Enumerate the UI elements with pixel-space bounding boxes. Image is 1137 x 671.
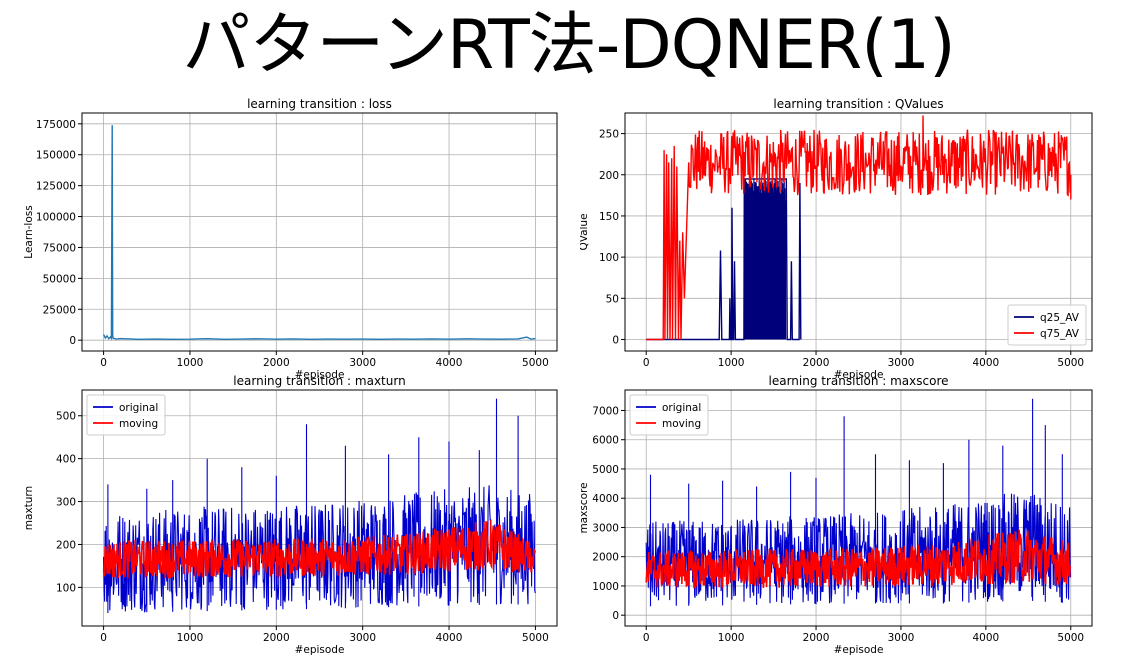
chart-loss: learning transition : loss 0 1000 2000 3000 4… <box>23 97 558 380</box>
y-tick-label: 7000 <box>592 405 619 417</box>
x-tick-label: 3000 <box>349 357 376 369</box>
grid-lines <box>82 113 557 351</box>
legend: original moving <box>86 394 166 436</box>
y-tick-label: 3000 <box>592 522 619 534</box>
legend-box <box>1007 304 1087 346</box>
x-tick-label: 5000 <box>1057 632 1084 644</box>
x-tick-label: 1000 <box>177 357 204 369</box>
y-tick-label: 50 <box>606 293 619 305</box>
series-line-original <box>645 398 1072 607</box>
y-tick-label: 100 <box>599 252 619 264</box>
x-tick-label: 1000 <box>718 357 745 369</box>
legend-label-moving: moving <box>662 418 701 430</box>
x-tick-label: 0 <box>643 632 650 644</box>
y-tick-label: 4000 <box>592 493 619 505</box>
x-tick-label: 2000 <box>803 632 830 644</box>
x-tick-label: 1000 <box>177 632 204 644</box>
y-tick-label: 150000 <box>36 150 76 162</box>
x-tick-label: 4000 <box>436 632 463 644</box>
x-tick-label: 4000 <box>972 632 999 644</box>
x-tick-label: 1000 <box>718 632 745 644</box>
x-tick-label: 5000 <box>522 632 549 644</box>
x-tick-label: 5000 <box>1057 357 1084 369</box>
y-tick-label: 100 <box>56 582 76 594</box>
y-tick-label: 125000 <box>36 181 76 193</box>
chart-title: learning transition : QValues <box>773 97 943 111</box>
y-tick-label: 0 <box>612 334 619 346</box>
y-tick-label: 0 <box>69 335 76 347</box>
chart-title: learning transition : maxturn <box>233 374 405 388</box>
series-line-moving <box>645 529 1072 590</box>
x-tick-label: 3000 <box>888 632 915 644</box>
series-line-original <box>103 398 536 613</box>
y-axis-label: maxturn <box>23 486 35 530</box>
x-tick-label: 0 <box>100 632 107 644</box>
plot-area <box>646 115 1072 341</box>
x-tick-label: 5000 <box>522 357 549 369</box>
plot-frame <box>81 389 558 627</box>
legend-label-q75_AV: q75_AV <box>1040 328 1080 340</box>
y-tick-label: 25000 <box>43 304 76 316</box>
series-line-moving <box>102 520 536 579</box>
y-tick-label: 2000 <box>592 552 619 564</box>
x-tick-label: 2000 <box>263 632 290 644</box>
y-tick-label: 400 <box>56 454 76 466</box>
x-tick-label: 2000 <box>803 357 830 369</box>
chart-title: learning transition : maxscore <box>769 374 949 388</box>
y-tick-label: 75000 <box>43 242 76 254</box>
y-axis-label: QValue <box>580 213 590 250</box>
x-tick-label: 0 <box>100 357 107 369</box>
plot-area <box>645 398 1072 607</box>
legend: q25_AV q75_AV <box>1007 304 1087 346</box>
legend-box <box>629 394 709 436</box>
x-tick-label: 4000 <box>972 357 999 369</box>
legend-label-original: original <box>119 402 158 414</box>
plot-area <box>102 398 536 613</box>
series-line-loss <box>102 125 536 341</box>
series-dense-q25 <box>744 178 787 340</box>
legend: original moving <box>629 394 709 436</box>
x-tick-label: 3000 <box>888 357 915 369</box>
plot-frame <box>624 389 1093 627</box>
y-tick-label: 1000 <box>592 581 619 593</box>
chart-maxturn: learning transition : maxturn 0 1000 2000 30… <box>23 374 558 656</box>
x-axis-label: #episode <box>834 644 884 656</box>
y-tick-label: 200 <box>599 170 619 182</box>
y-axis-label: Learn-loss <box>23 205 35 258</box>
legend-label-original: original <box>662 402 701 414</box>
plot-frame <box>624 112 1093 352</box>
y-tick-label: 300 <box>56 497 76 509</box>
x-tick-label: 0 <box>643 357 650 369</box>
y-axis-label: maxscore <box>580 482 590 533</box>
plot-frame <box>81 112 558 352</box>
y-tick-label: 500 <box>56 411 76 423</box>
x-axis-label: #episode <box>834 369 884 380</box>
x-axis-label: #episode <box>295 369 345 380</box>
y-tick-label: 5000 <box>592 464 619 476</box>
series-line-q25-av <box>646 178 802 341</box>
legend-box <box>86 394 166 436</box>
page-title: パターンRT法-DQNER(1) <box>182 6 955 85</box>
y-tick-label: 250 <box>599 129 619 141</box>
y-tick-label: 200 <box>56 539 76 551</box>
y-tick-label: 150 <box>599 211 619 223</box>
legend-label-q25_AV: q25_AV <box>1040 312 1080 324</box>
x-tick-label: 3000 <box>349 632 376 644</box>
plot-area <box>102 125 536 341</box>
y-tick-label: 6000 <box>592 435 619 447</box>
chart-maxscore: learning transition : maxscore 0 1000 2000 3… <box>580 374 1093 656</box>
y-tick-label: 0 <box>612 610 619 622</box>
series-line-q75-av <box>646 115 1072 341</box>
x-tick-label: 4000 <box>436 357 463 369</box>
legend-label-moving: moving <box>119 418 158 430</box>
y-tick-label: 175000 <box>36 119 76 131</box>
y-tick-label: 100000 <box>36 212 76 224</box>
y-tick-label: 50000 <box>43 273 76 285</box>
chart-title: learning transition : loss <box>247 97 392 111</box>
x-axis-label: #episode <box>295 644 345 656</box>
x-tick-label: 2000 <box>263 357 290 369</box>
